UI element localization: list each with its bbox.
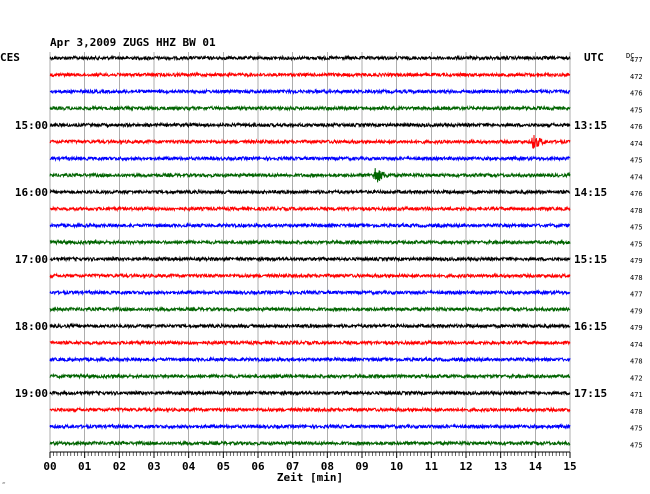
dc-value: 474 (630, 173, 643, 181)
dc-value: 477 (630, 291, 643, 299)
left-timezone-label: CES (0, 51, 20, 64)
label-layer: 477 472 476 475 476 474 475 474 476 478 475 475 479 4… (15, 56, 643, 449)
dc-value: 477 (630, 56, 643, 64)
dc-value: 479 (630, 257, 643, 265)
left-hour-label: 19:00 (15, 387, 48, 400)
trace-row-18 (49, 355, 571, 364)
trace-row-1 (49, 71, 571, 79)
trace-row-2 (49, 88, 571, 96)
x-axis: 00 01 02 03 04 05 06 07 08 09 10 11 12 13 14 15 (43, 451, 577, 473)
plot-header: Apr 3,2009 ZUGS HHZ BW 01 (50, 36, 216, 49)
left-hour-label: 16:00 (15, 186, 48, 199)
dc-value: 478 (630, 274, 643, 282)
dc-value: 472 (630, 374, 643, 382)
x-tick-label: 12 (459, 460, 472, 473)
dc-value: 475 (630, 106, 643, 114)
right-time-label: 17:15 (574, 387, 607, 400)
left-hour-label: 18:00 (15, 320, 48, 333)
dc-label: DC (626, 52, 634, 60)
x-tick-label: 04 (182, 460, 196, 473)
trace-row-9 (49, 205, 571, 213)
trace-row-3 (49, 104, 571, 112)
x-tick-label: 09 (355, 460, 368, 473)
x-tick-label: 03 (147, 460, 160, 473)
dc-value: 471 (630, 391, 643, 399)
dc-value: 475 (630, 240, 643, 248)
trace-row-15 (49, 305, 571, 313)
dc-value: 474 (630, 140, 643, 148)
trace-row-13 (49, 272, 571, 280)
trace-row-23 (49, 439, 571, 447)
x-tick-label: 15 (563, 460, 576, 473)
trace-row-19 (49, 372, 571, 380)
trace-row-7 (49, 168, 571, 183)
x-tick-label: 10 (390, 460, 403, 473)
x-tick-label: 06 (251, 460, 265, 473)
x-tick-label: 13 (494, 460, 507, 473)
x-tick-label: 02 (113, 460, 126, 473)
dc-value: 479 (630, 307, 643, 315)
trace-row-5 (49, 134, 571, 149)
x-tick-label: 07 (286, 460, 299, 473)
x-tick-label: 11 (425, 460, 439, 473)
trace-row-21 (49, 406, 571, 414)
left-hour-label: 15:00 (15, 119, 48, 132)
right-time-label: 16:15 (574, 320, 607, 333)
trace-row-17 (49, 339, 571, 347)
trace-row-8 (49, 188, 571, 196)
trace-row-22 (49, 422, 571, 430)
x-tick-label: 01 (78, 460, 92, 473)
right-timezone-label: UTC (584, 51, 604, 64)
dc-value: 478 (630, 207, 643, 215)
trace-row-16 (49, 322, 571, 330)
right-time-label: 15:15 (574, 253, 607, 266)
trace-row-20 (49, 389, 571, 397)
right-time-label: 13:15 (574, 119, 607, 132)
dc-value: 475 (630, 425, 643, 433)
x-tick-label: 00 (43, 460, 56, 473)
x-tick-label: 08 (321, 460, 334, 473)
trace-row-12 (49, 255, 571, 263)
dc-value: 476 (630, 190, 643, 198)
trace-row-6 (49, 154, 571, 162)
trace-layer (49, 54, 571, 447)
trace-row-14 (49, 288, 571, 296)
dc-value: 478 (630, 408, 643, 416)
left-hour-label: 17:00 (15, 253, 48, 266)
x-tick-label: 14 (529, 460, 543, 473)
dc-value: 478 (630, 358, 643, 366)
dc-value: 475 (630, 157, 643, 165)
dc-value: 472 (630, 73, 643, 81)
trace-row-11 (49, 238, 571, 246)
x-tick-label: 05 (217, 460, 230, 473)
trace-row-0 (49, 54, 571, 62)
right-time-label: 14:15 (574, 186, 607, 199)
x-axis-label: Zeit [min] (277, 471, 343, 484)
dc-value: 475 (630, 441, 643, 449)
dc-value: 479 (630, 324, 643, 332)
minute-grid (49, 52, 571, 452)
dc-value: 476 (630, 123, 643, 131)
footnote-mark: ‴ (2, 482, 6, 489)
trace-row-4 (49, 121, 571, 129)
trace-row-10 (49, 221, 571, 230)
dc-value: 475 (630, 224, 643, 232)
dc-value: 474 (630, 341, 643, 349)
dc-value: 476 (630, 90, 643, 98)
